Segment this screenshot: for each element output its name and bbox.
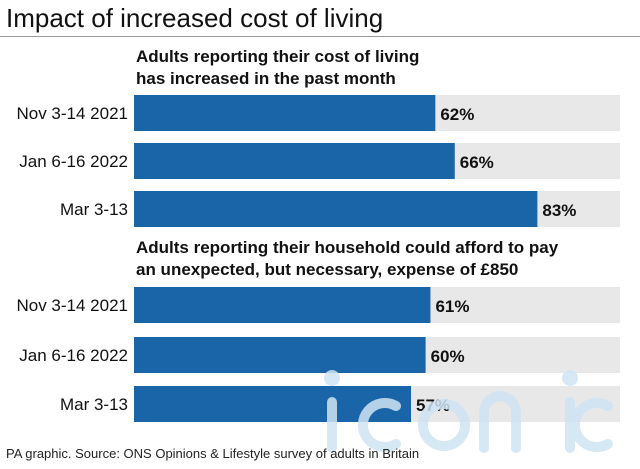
category-label: Nov 3-14 2021 [16,296,128,315]
title-divider [0,36,640,37]
bar [134,337,426,373]
category-label: Nov 3-14 2021 [16,104,128,123]
bar [134,143,455,179]
bar-chart: Adults reporting their cost of living has… [16,47,620,422]
category-label: Mar 3-13 [60,200,128,219]
bar [134,95,436,131]
page-title: Impact of increased cost of living [6,3,384,33]
value-label: 62% [440,105,474,124]
section-title-line: Adults reporting their cost of living [136,47,419,66]
value-label: 60% [431,347,465,366]
section-title-line: an unexpected, but necessary, expense of… [136,260,518,279]
bar [134,287,431,323]
section-title-line: Adults reporting their household could a… [136,238,559,257]
category-label: Jan 6-16 2022 [19,346,128,365]
category-label: Mar 3-13 [60,395,128,414]
value-label: 83% [542,201,576,220]
value-label: 61% [435,297,469,316]
value-label: 66% [460,153,494,172]
bar [134,191,538,227]
source-footer: PA graphic. Source: ONS Opinions & Lifes… [6,446,420,461]
iconic-watermark-logo [324,370,613,453]
section-title-line: has increased in the past month [136,69,396,88]
category-label: Jan 6-16 2022 [19,152,128,171]
